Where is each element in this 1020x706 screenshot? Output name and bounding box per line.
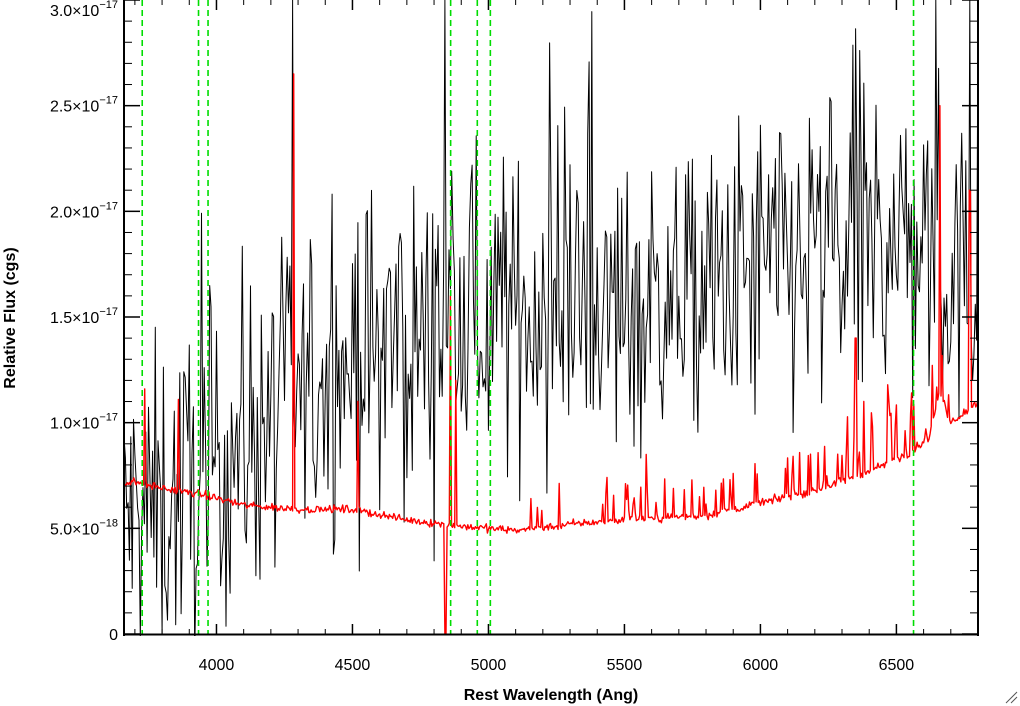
resize-grip-icon[interactable] (1004, 690, 1018, 704)
series-line-observed (124, 0, 979, 636)
y-axis-title: Relative Flux (cgs) (2, 247, 19, 388)
series-layer (124, 0, 979, 636)
x-tick-label: 6000 (743, 657, 779, 674)
reference-lines (141, 0, 915, 634)
x-tick-label: 6500 (879, 657, 915, 674)
x-tick-label: 5000 (471, 657, 507, 674)
y-tick-label: 0 (109, 627, 118, 644)
series-line-model (124, 73, 979, 635)
x-tick-label: 5500 (607, 657, 643, 674)
x-tick-label: 4500 (335, 657, 371, 674)
x-tick-label: 4000 (199, 657, 235, 674)
x-axis-title: Rest Wavelength (Ang) (464, 687, 639, 704)
